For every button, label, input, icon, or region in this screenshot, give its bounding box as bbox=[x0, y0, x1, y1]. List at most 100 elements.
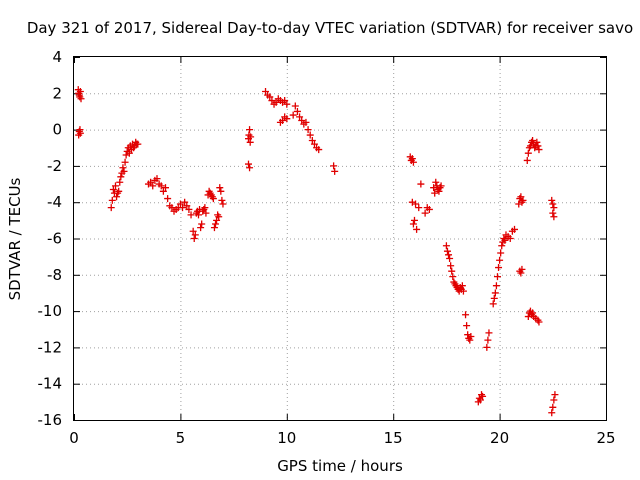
data-point bbox=[462, 311, 470, 319]
y-axis-label: SDTVAR / TECUs bbox=[6, 177, 24, 300]
x-tick-labels: 0 5 10 15 20 25 bbox=[69, 429, 615, 447]
data-point bbox=[549, 200, 557, 208]
x-tick-label: 25 bbox=[596, 429, 615, 447]
data-point bbox=[425, 205, 433, 213]
data-point bbox=[212, 220, 220, 228]
data-point bbox=[330, 162, 338, 170]
data-point bbox=[244, 160, 252, 168]
data-point bbox=[517, 269, 525, 277]
data-point bbox=[501, 236, 509, 244]
data-point bbox=[108, 196, 116, 204]
data-point bbox=[409, 220, 417, 228]
data-point bbox=[149, 182, 157, 190]
data-point bbox=[120, 167, 128, 175]
data-point bbox=[550, 204, 558, 212]
data-point bbox=[187, 211, 195, 219]
data-point bbox=[535, 146, 543, 154]
data-point bbox=[219, 200, 227, 208]
data-point bbox=[176, 200, 184, 208]
data-point bbox=[492, 282, 500, 290]
x-tick-label: 15 bbox=[384, 429, 403, 447]
data-point bbox=[413, 225, 421, 233]
x-axis-label: GPS time / hours bbox=[277, 457, 403, 475]
y-tick-label: -10 bbox=[38, 302, 63, 320]
data-point bbox=[304, 126, 312, 134]
data-point bbox=[449, 273, 457, 281]
x-tick-label: 0 bbox=[69, 429, 79, 447]
data-point bbox=[496, 256, 504, 264]
data-point bbox=[247, 133, 255, 141]
data-point bbox=[497, 249, 505, 257]
data-point bbox=[153, 175, 161, 183]
data-point bbox=[535, 318, 543, 326]
data-point bbox=[217, 187, 225, 195]
data-point bbox=[268, 97, 276, 105]
data-point bbox=[409, 158, 417, 166]
data-point bbox=[215, 213, 223, 221]
data-point bbox=[283, 115, 291, 123]
y-tick-label: -14 bbox=[38, 375, 63, 393]
data-point bbox=[121, 158, 129, 166]
data-point bbox=[498, 242, 506, 250]
data-point bbox=[485, 329, 493, 337]
data-point bbox=[491, 289, 499, 297]
data-point bbox=[310, 140, 318, 148]
data-point bbox=[117, 173, 125, 181]
data-point bbox=[76, 87, 84, 95]
data-point bbox=[272, 98, 280, 106]
data-point bbox=[437, 182, 445, 190]
data-point bbox=[518, 265, 526, 273]
data-points bbox=[74, 86, 559, 417]
data-point bbox=[302, 118, 310, 126]
data-point bbox=[168, 204, 176, 212]
data-point bbox=[185, 205, 193, 213]
data-point bbox=[76, 129, 84, 137]
chart-title: Day 321 of 2017, Sidereal Day-to-day VTE… bbox=[27, 19, 633, 37]
data-point bbox=[157, 182, 165, 190]
data-point bbox=[198, 220, 206, 228]
data-point bbox=[533, 138, 541, 146]
y-tick-label: -6 bbox=[47, 230, 62, 248]
data-point bbox=[209, 195, 217, 203]
data-point bbox=[283, 100, 291, 108]
data-point bbox=[510, 225, 518, 233]
data-point bbox=[216, 184, 224, 192]
data-point bbox=[291, 102, 299, 110]
data-point bbox=[191, 231, 199, 239]
data-point bbox=[506, 235, 514, 242]
data-point bbox=[493, 273, 501, 281]
data-point bbox=[159, 187, 167, 195]
data-point bbox=[162, 184, 170, 192]
data-point bbox=[194, 211, 202, 219]
data-point bbox=[116, 178, 124, 186]
data-point bbox=[107, 204, 115, 212]
data-point bbox=[548, 196, 556, 204]
y-tick-label: -12 bbox=[38, 338, 63, 356]
data-point bbox=[446, 254, 454, 262]
data-point bbox=[459, 287, 467, 295]
data-point bbox=[281, 97, 289, 105]
data-point bbox=[524, 149, 532, 157]
data-point bbox=[410, 216, 418, 224]
data-point bbox=[134, 140, 142, 148]
data-point bbox=[266, 93, 274, 101]
data-point bbox=[213, 216, 221, 224]
data-point bbox=[484, 336, 492, 344]
data-point bbox=[448, 267, 456, 275]
data-point bbox=[125, 149, 133, 157]
data-point bbox=[517, 193, 525, 201]
data-point bbox=[519, 196, 527, 204]
data-point bbox=[489, 300, 497, 308]
data-point bbox=[550, 213, 558, 221]
data-point bbox=[529, 136, 537, 144]
data-point bbox=[415, 204, 423, 212]
data-point bbox=[183, 202, 191, 210]
data-point bbox=[181, 198, 189, 206]
data-point bbox=[467, 333, 475, 341]
data-point bbox=[201, 204, 209, 212]
data-point bbox=[417, 180, 425, 188]
data-point bbox=[115, 187, 123, 195]
data-point bbox=[179, 204, 187, 212]
data-point bbox=[289, 111, 297, 119]
